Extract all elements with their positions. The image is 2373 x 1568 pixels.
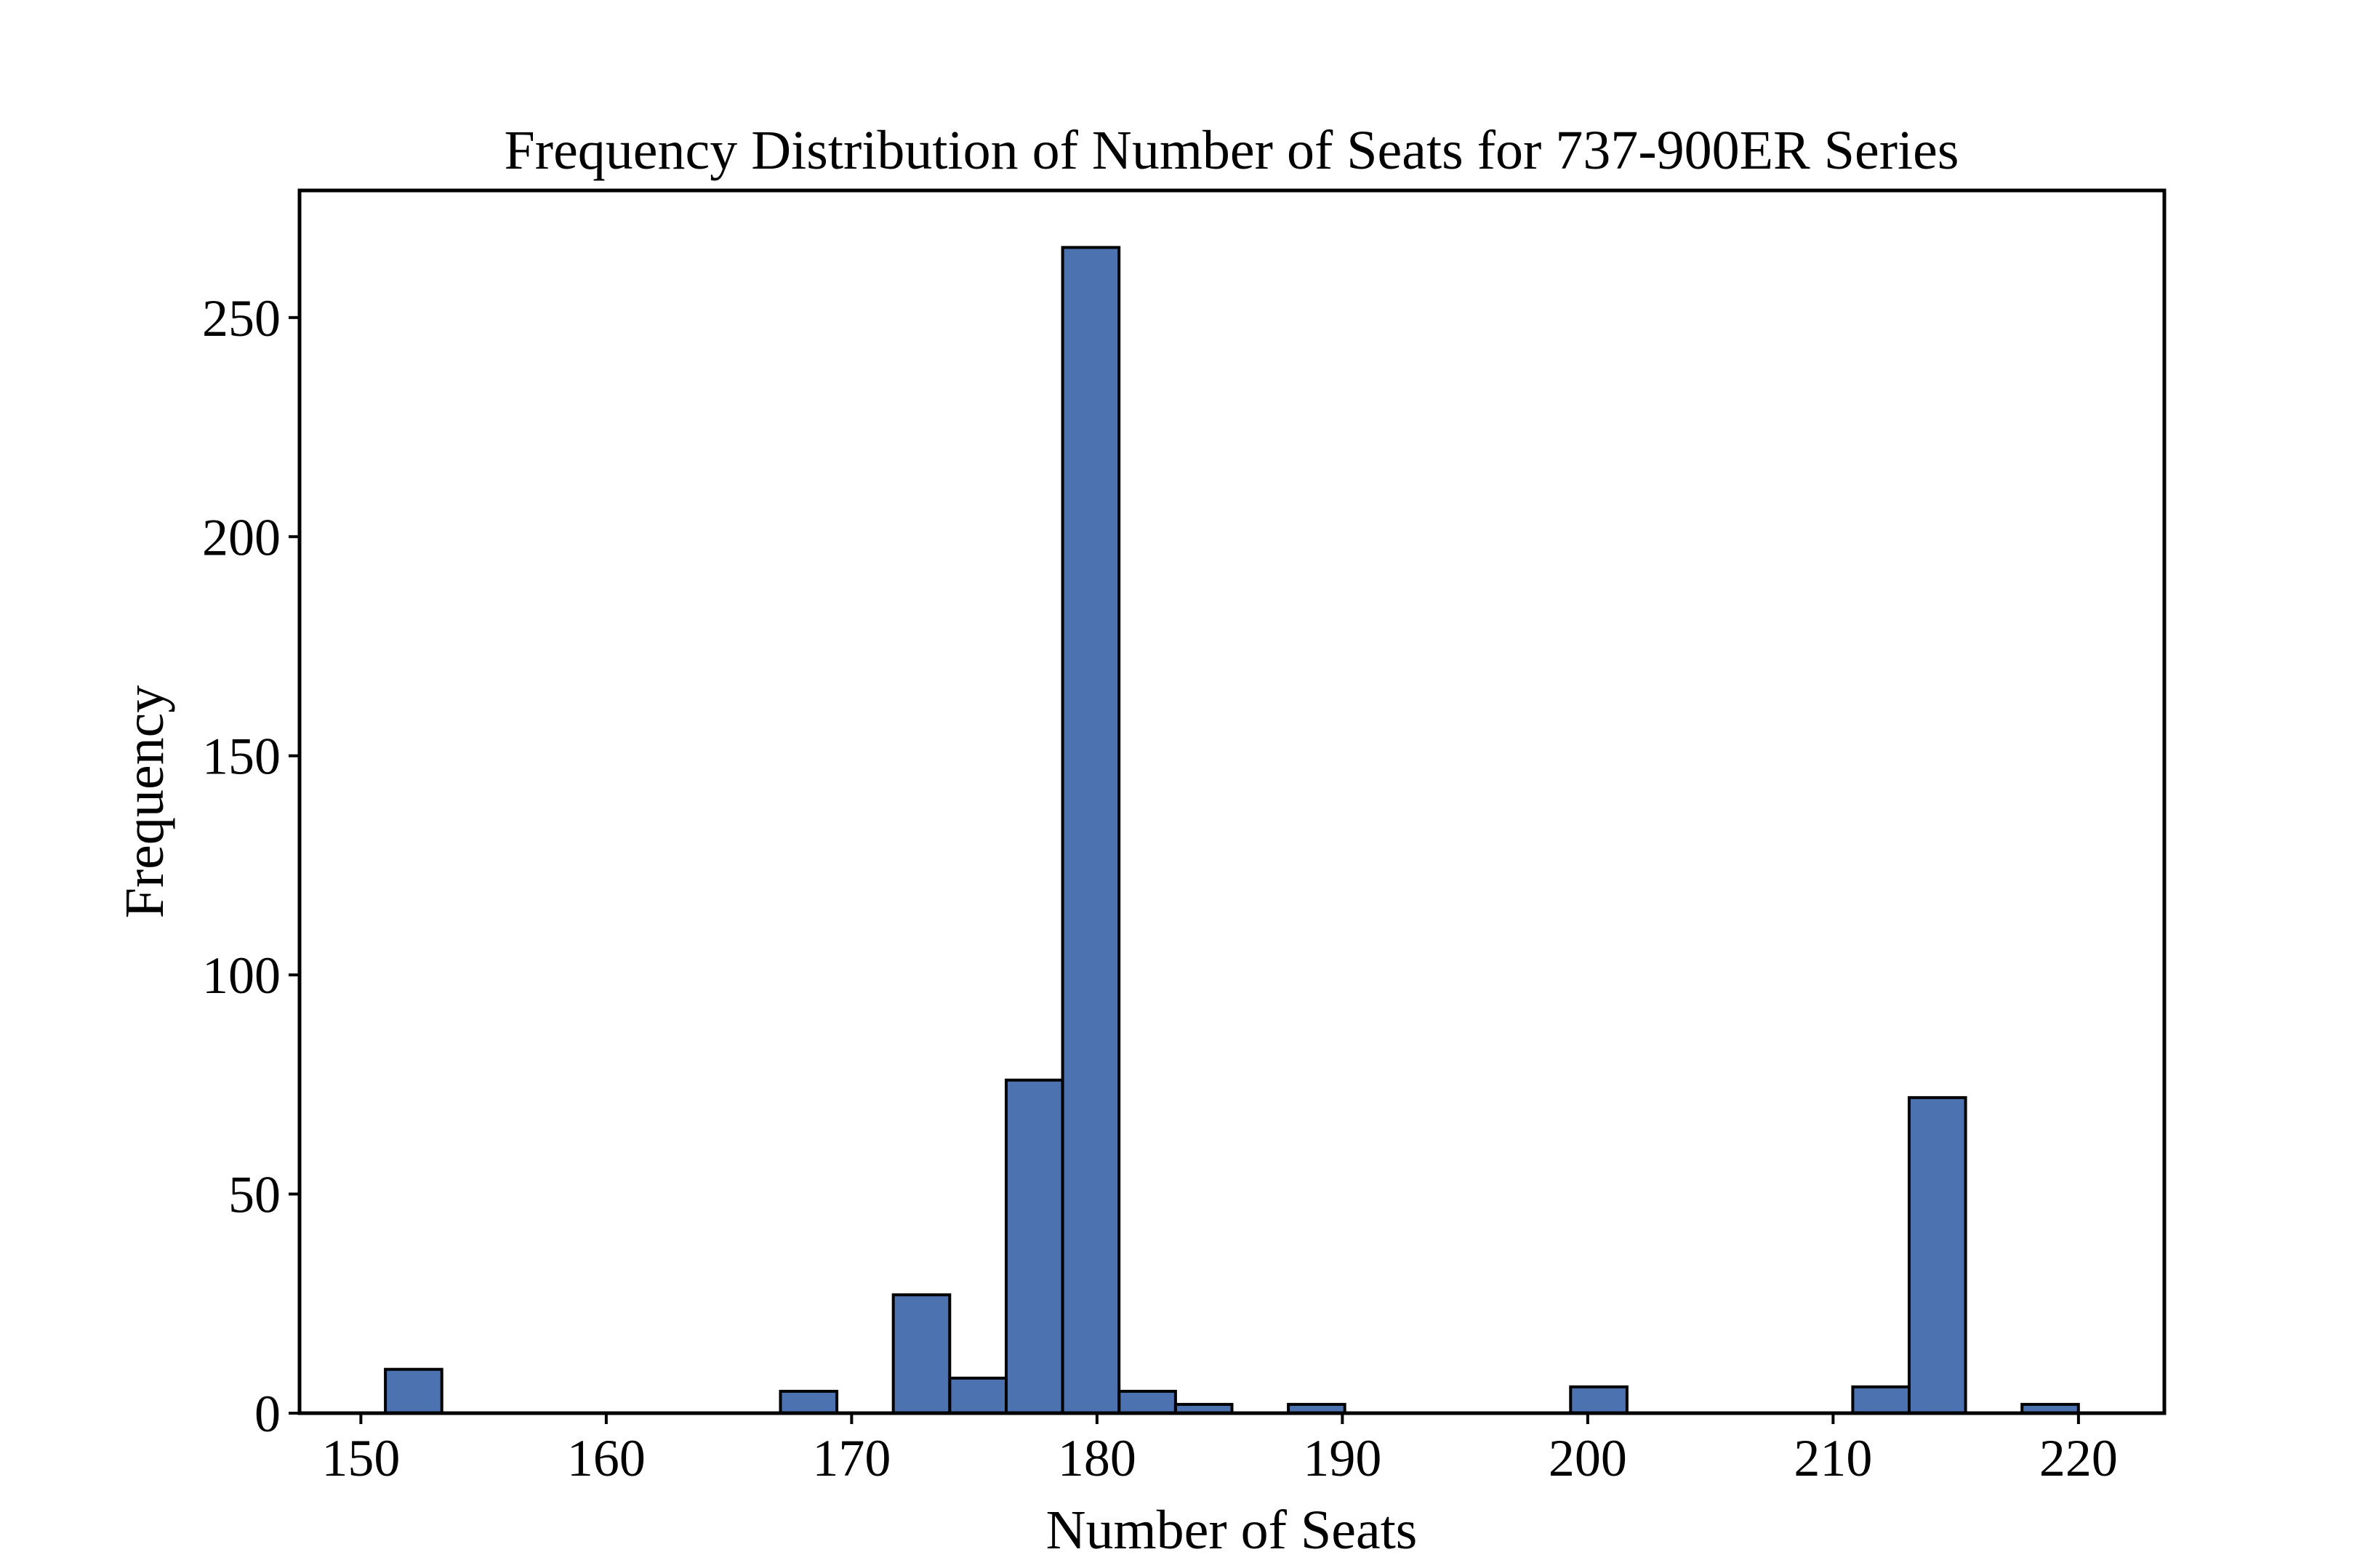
histogram-bar — [1908, 1095, 1967, 1415]
bars-group — [384, 246, 2080, 1415]
x-tick-label: 210 — [1794, 1429, 1872, 1487]
x-axis-label: Number of Seats — [1046, 1500, 1418, 1561]
histogram-bar — [1851, 1385, 1911, 1415]
x-tick-label: 190 — [1303, 1429, 1381, 1487]
plot-frame — [297, 188, 2167, 1415]
histogram-bar — [384, 1367, 443, 1415]
x-tick-label: 220 — [2039, 1429, 2118, 1487]
histogram-bar — [891, 1293, 952, 1415]
histogram-bar — [1005, 1078, 1064, 1415]
histogram-bar — [948, 1376, 1008, 1415]
y-tick-label: 0 — [254, 1385, 281, 1443]
y-tick-label: 250 — [202, 289, 281, 347]
y-tick-label: 150 — [202, 728, 281, 786]
y-tick-label: 200 — [202, 508, 281, 566]
y-tick-label: 100 — [202, 946, 281, 1005]
x-tick-label: 200 — [1549, 1429, 1627, 1487]
histogram-bar — [779, 1389, 839, 1415]
y-axis-ticks: 0 50 100 150 200 250 — [202, 289, 300, 1443]
histogram-bar — [1117, 1389, 1177, 1415]
x-tick-label: 170 — [812, 1429, 891, 1487]
histogram-bar — [1569, 1385, 1629, 1415]
x-tick-label: 150 — [321, 1429, 400, 1487]
y-axis-label: Frequency — [114, 686, 175, 919]
x-tick-label: 180 — [1058, 1429, 1136, 1487]
histogram-bar — [1061, 246, 1121, 1415]
x-axis-ticks: 150 160 170 180 190 200 210 220 — [321, 1413, 2118, 1487]
y-tick-label: 50 — [228, 1166, 281, 1224]
chart-title: Frequency Distribution of Number of Seat… — [505, 120, 1959, 181]
x-tick-label: 160 — [567, 1429, 646, 1487]
